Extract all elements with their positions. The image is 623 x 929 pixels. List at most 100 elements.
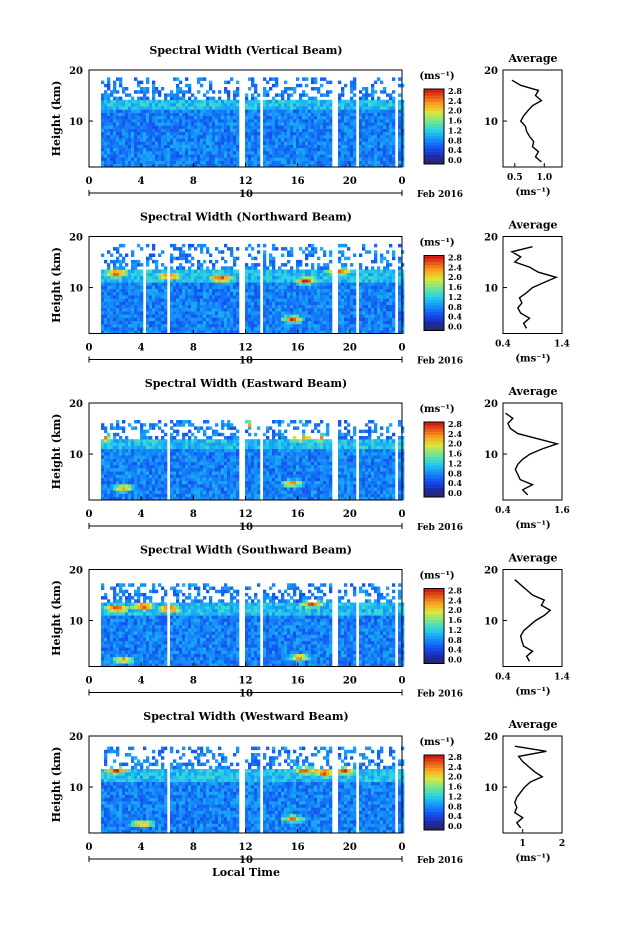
heatmap-cell <box>206 330 210 334</box>
heatmap-cell <box>134 266 138 270</box>
heatmap-cell <box>182 163 186 168</box>
heatmap-cell <box>185 272 189 277</box>
heatmap-cell <box>179 301 183 305</box>
heatmap-cell <box>134 77 138 81</box>
heatmap-cell <box>278 291 282 296</box>
heatmap-cell <box>341 115 345 120</box>
heatmap-cell <box>374 109 378 113</box>
heatmap-cell <box>206 307 210 312</box>
heatmap-cell <box>131 122 135 126</box>
heatmap-cell <box>164 445 168 450</box>
heatmap-cell <box>188 106 192 110</box>
heatmap-cell <box>284 307 288 312</box>
heatmap-cell <box>341 157 345 161</box>
heatmap-cell <box>194 298 198 302</box>
heatmap-cell <box>326 154 330 158</box>
heatmap-cell <box>323 93 327 97</box>
heatmap-cell <box>164 458 168 462</box>
heatmap-cell <box>329 253 333 257</box>
heatmap-cell <box>371 317 375 321</box>
heatmap-cell <box>167 144 171 149</box>
heatmap-cell <box>290 135 294 139</box>
heatmap-cell <box>257 115 261 120</box>
heatmap-cell <box>245 311 249 315</box>
heatmap-cell <box>173 99 177 104</box>
heatmap-cell <box>338 112 342 117</box>
heatmap-cell <box>338 259 342 264</box>
heatmap-cell <box>221 269 225 273</box>
heatmap-cell <box>383 109 387 113</box>
heatmap-cell <box>101 128 105 133</box>
heatmap-cell <box>161 307 165 312</box>
heatmap-cell <box>194 99 198 104</box>
heatmap-cell <box>170 115 174 120</box>
heatmap-cell <box>149 327 153 331</box>
heatmap-cell <box>347 131 351 136</box>
heatmap-cell <box>101 320 105 325</box>
heatmap-cell <box>401 269 405 273</box>
heatmap-cell <box>158 99 162 104</box>
heatmap-cell <box>179 122 183 126</box>
heatmap-cell <box>233 298 237 302</box>
heatmap-cell <box>110 490 114 494</box>
heatmap-cell <box>374 144 378 149</box>
heatmap-cell <box>149 487 153 491</box>
heatmap-cell <box>326 151 330 155</box>
heatmap-cell <box>233 256 237 261</box>
heatmap-cell <box>206 250 210 254</box>
heatmap-cell <box>209 131 213 136</box>
heatmap-cell <box>176 131 180 136</box>
heatmap-cell <box>302 304 306 309</box>
heatmap-cell <box>209 307 213 312</box>
heatmap-cell <box>128 474 132 478</box>
heatmap-cell <box>383 301 387 305</box>
heatmap-cell <box>329 288 333 293</box>
heatmap-cell <box>305 125 309 129</box>
heatmap-cell <box>137 83 141 88</box>
heatmap-cell <box>221 141 225 145</box>
heatmap-cell <box>263 87 267 91</box>
heatmap-cell <box>362 320 366 325</box>
heatmap-cell <box>227 131 231 136</box>
heatmap-cell <box>155 99 159 104</box>
heatmap-cell <box>179 298 183 302</box>
heatmap-cell <box>134 330 138 334</box>
heatmap-cell <box>170 493 174 498</box>
heatmap-cell <box>176 119 180 123</box>
heatmap-cell <box>296 291 300 296</box>
heatmap-cell <box>128 327 132 331</box>
heatmap-cell <box>200 163 204 168</box>
heatmap-cell <box>143 93 147 97</box>
heatmap-cell <box>212 279 216 283</box>
heatmap-cell <box>269 288 273 293</box>
heatmap-cell <box>398 307 402 312</box>
heatmap-cell <box>386 147 390 152</box>
heatmap-cell <box>344 295 348 299</box>
heatmap-cell <box>170 487 174 491</box>
heatmap-cell <box>290 311 294 315</box>
heatmap-cell <box>287 96 291 101</box>
heatmap-cell <box>284 295 288 299</box>
heatmap-cell <box>107 115 111 120</box>
heatmap-cell <box>137 458 141 462</box>
heatmap-cell <box>398 154 402 158</box>
heatmap-cell <box>257 269 261 273</box>
heatmap-cell <box>209 147 213 152</box>
heatmap-cell <box>311 269 315 273</box>
heatmap-cell <box>401 282 405 286</box>
heatmap-cell <box>293 122 297 126</box>
heatmap-cell <box>209 288 213 293</box>
heatmap-cell <box>308 314 312 318</box>
heatmap-cell <box>170 96 174 101</box>
heatmap-cell <box>143 151 147 155</box>
heatmap-cell <box>347 151 351 155</box>
heatmap-cell <box>233 112 237 117</box>
heatmap-cell <box>206 160 210 165</box>
heatmap-cell <box>116 106 120 110</box>
heatmap-cell <box>281 263 285 267</box>
heatmap-cell <box>137 468 141 472</box>
heatmap-cell <box>254 266 258 270</box>
heatmap-cell <box>359 301 363 305</box>
heatmap-cell <box>158 125 162 129</box>
heatmap-cell <box>272 311 276 315</box>
